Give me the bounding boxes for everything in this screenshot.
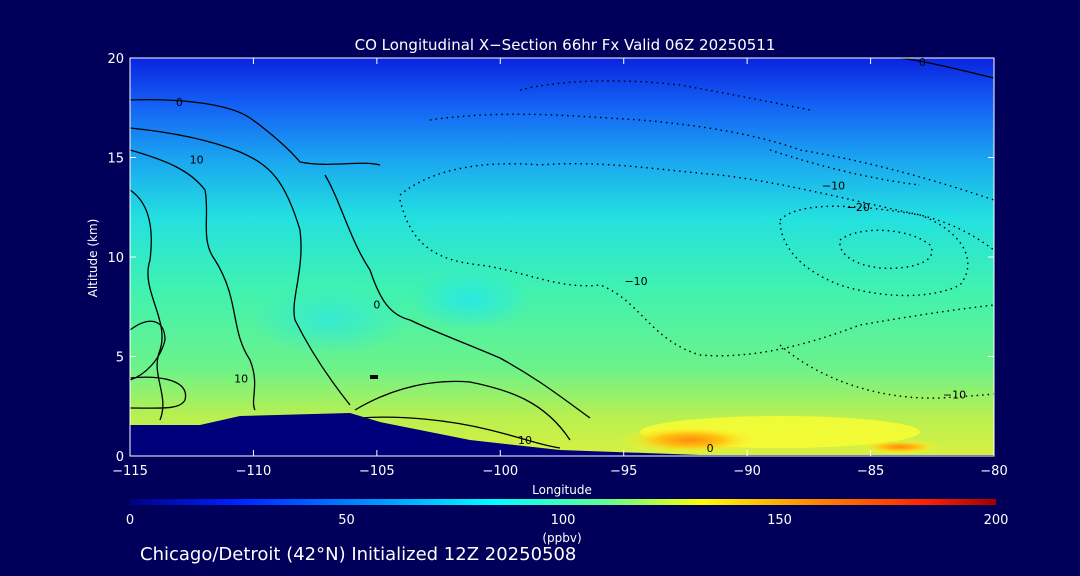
x-tick-label: −105 <box>359 464 395 479</box>
x-tick-label: −80 <box>980 464 1007 479</box>
y-tick-label: 20 <box>107 52 124 67</box>
y-tick-label: 5 <box>116 351 124 366</box>
footer-caption: Chicago/Detroit (42°N) Initialized 12Z 2… <box>140 544 577 565</box>
co-field <box>130 58 994 456</box>
contour-label: −10 <box>624 275 647 288</box>
colorbar-tick-label: 0 <box>126 513 134 528</box>
contours-dotted <box>399 80 994 399</box>
colorbar-ticks: 0 50 100 150 200 <box>126 513 1009 528</box>
x-tick-label: −100 <box>482 464 518 479</box>
contour-label: 10 <box>518 434 532 447</box>
contour-label: 0 <box>707 442 714 455</box>
small-marker <box>370 375 378 379</box>
x-tick-label: −85 <box>857 464 884 479</box>
orange-hotspot <box>620 426 760 454</box>
contour-label: 10 <box>190 153 204 166</box>
colorbar-tick-label: 200 <box>984 513 1009 528</box>
x-tick-label: −95 <box>610 464 637 479</box>
colorbar <box>130 499 996 505</box>
contour-label: −20 <box>847 201 870 214</box>
y-tick-label: 15 <box>107 152 124 167</box>
cyan-pocket <box>250 285 410 355</box>
contours-solid <box>130 58 994 449</box>
contour-label: −10 <box>822 179 845 192</box>
y-axis: 0 5 10 15 20 <box>107 52 994 465</box>
colorbar-tick-label: 100 <box>551 513 576 528</box>
contour-label: −10 <box>943 388 966 401</box>
y-axis-label: Altitude (km) <box>86 219 100 298</box>
cyan-pocket <box>410 270 530 330</box>
plot-area <box>130 58 994 456</box>
contour-label: 0 <box>373 299 380 312</box>
contour-label: 0 <box>919 56 926 69</box>
terrain-mask <box>130 413 994 456</box>
x-tick-label: −115 <box>112 464 148 479</box>
colorbar-unit: (ppbv) <box>542 531 581 545</box>
colorbar-tick-label: 50 <box>338 513 355 528</box>
x-tick-label: −110 <box>236 464 272 479</box>
chart-title: CO Longitudinal X−Section 66hr Fx Valid … <box>355 36 776 54</box>
x-tick-label: −90 <box>733 464 760 479</box>
contour-label: 0 <box>176 96 183 109</box>
orange-hotspot <box>860 440 940 454</box>
contour-label: 10 <box>234 372 248 385</box>
x-axis-label: Longitude <box>532 483 592 497</box>
y-tick-label: 10 <box>107 251 124 266</box>
y-tick-label: 0 <box>116 450 124 465</box>
x-axis: −115 −110 −105 −100 −95 −90 −85 −80 <box>112 58 1008 479</box>
colorbar-tick-label: 150 <box>767 513 792 528</box>
